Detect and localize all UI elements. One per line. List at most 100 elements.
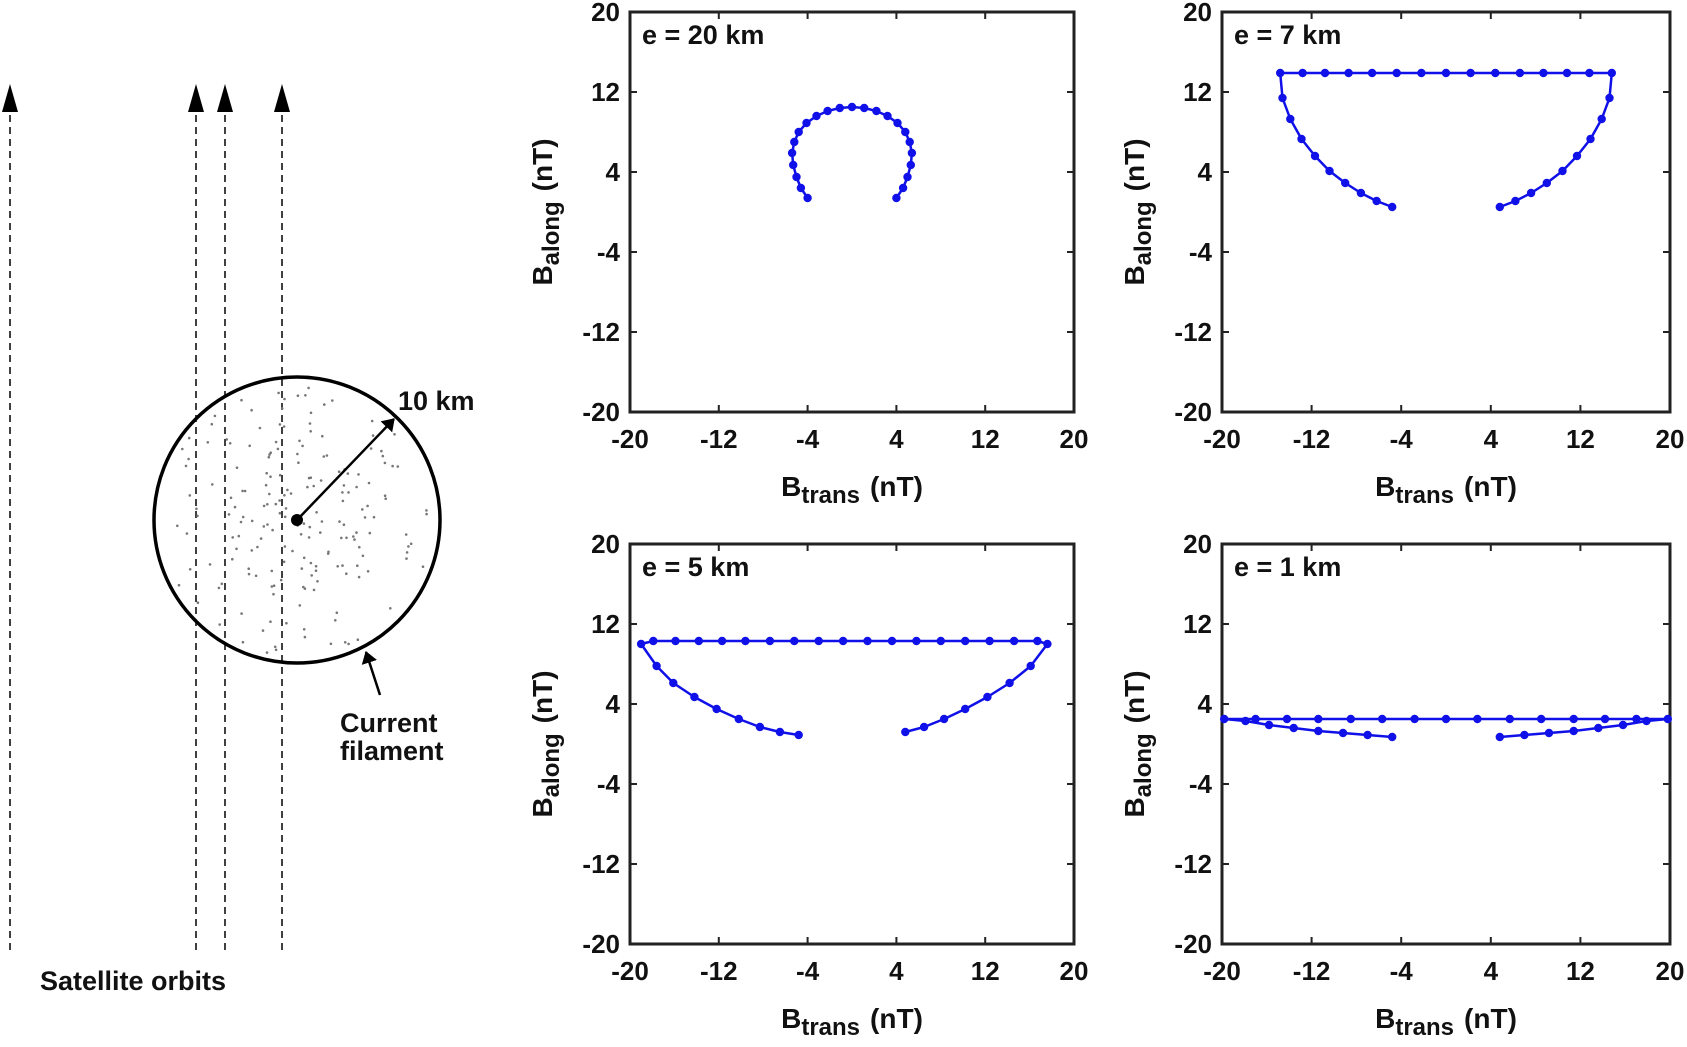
data-point	[1005, 678, 1014, 688]
filament-dot	[425, 512, 428, 516]
data-point	[814, 636, 823, 646]
radius-label: 10 km	[398, 386, 475, 416]
filament-dot	[372, 515, 376, 519]
y-tick-label: -12	[1174, 849, 1212, 879]
data-point	[961, 636, 970, 646]
filament-dot	[261, 629, 265, 632]
filament-dot	[298, 439, 301, 443]
filament-dot	[312, 588, 316, 592]
filament-dot	[247, 567, 250, 570]
filament-dot	[283, 494, 286, 497]
filament-dot	[283, 397, 286, 401]
data-point	[1251, 714, 1260, 724]
data-point	[1526, 188, 1536, 198]
x-tick-label: 12	[971, 956, 1000, 986]
x-tick-label: -20	[1203, 424, 1241, 454]
data-point	[1289, 723, 1298, 733]
filament-dot	[319, 479, 323, 482]
data-point	[1378, 714, 1387, 724]
filament-label-line2: filament	[340, 736, 444, 766]
filament-dot	[335, 611, 339, 614]
filament-dot	[196, 601, 200, 604]
filament-dot	[176, 524, 179, 528]
filament-dot	[220, 582, 224, 586]
data-point	[1558, 166, 1567, 176]
data-point	[1410, 714, 1419, 724]
filament-dot	[213, 414, 217, 418]
data-point	[985, 636, 994, 646]
filament-dot	[248, 444, 251, 448]
filament-dot	[347, 491, 350, 494]
filament-dot	[265, 471, 269, 475]
filament-dot	[273, 645, 277, 649]
data-point	[1544, 728, 1554, 738]
filament-dot	[235, 466, 239, 470]
data-point	[1562, 68, 1572, 78]
data-point	[649, 636, 658, 646]
data-point	[765, 636, 775, 646]
filament-dot	[298, 604, 302, 607]
x-tick-label: -12	[700, 956, 738, 986]
x-tick-label: 20	[1656, 956, 1685, 986]
filament-dot	[250, 549, 254, 552]
filament-dot	[303, 587, 307, 590]
filament-dot	[282, 560, 286, 564]
data-point	[812, 111, 821, 121]
filament-dot	[195, 507, 198, 511]
data-point	[983, 692, 992, 702]
data-point	[961, 704, 970, 714]
filament-dot	[277, 391, 280, 395]
filament-dot	[184, 464, 188, 468]
filament-dot	[309, 561, 313, 565]
plot-frame	[628, 10, 1076, 414]
series-line	[639, 639, 1049, 737]
x-tick-label: -20	[611, 424, 649, 454]
filament-dot	[259, 537, 263, 540]
chart-panel: -20 -12 -4 4 12 20 -20 -12 -4 4 12 20 Btrans (nT) Balo…	[1119, 529, 1684, 1041]
filament-dot	[341, 499, 345, 503]
chart-panel: -20 -12 -4 4 12 20 -20 -12 -4 4 12 20 Btrans (nT) Balo…	[527, 529, 1088, 1041]
data-point	[898, 183, 908, 193]
filament-dot	[309, 476, 313, 480]
chart-panel: -20 -12 -4 4 12 20 -20 -12 -4 4 12 20 Btrans (nT) Balo…	[1119, 0, 1684, 509]
filament-dot	[331, 399, 334, 402]
filament-dot	[300, 567, 304, 570]
filament-dot	[381, 454, 385, 458]
filament-dot	[284, 507, 288, 510]
y-tick-label: 4	[606, 689, 621, 719]
filament-dot	[231, 557, 234, 561]
filament-dot	[296, 394, 300, 398]
filament-dot	[278, 511, 282, 515]
data-point	[1605, 93, 1614, 103]
data-point	[803, 193, 812, 203]
filament-diagram: 10 km Current filament Satellite orbits	[2, 84, 475, 996]
filament-dot	[208, 563, 212, 566]
filament-dot	[405, 557, 408, 560]
data-point	[1264, 720, 1274, 730]
filament-dot	[312, 484, 316, 488]
filament-dot	[274, 440, 278, 444]
x-tick-label: 4	[1484, 424, 1499, 454]
data-point	[872, 106, 881, 116]
y-tick-label: -4	[1189, 769, 1213, 799]
data-point	[1314, 714, 1323, 724]
data-point	[1310, 151, 1320, 161]
filament-dot	[282, 425, 286, 428]
filament-dot	[309, 430, 313, 433]
panel-title: e = 20 km	[642, 20, 764, 50]
filament-dot	[371, 434, 375, 437]
orbit-arrowhead-icon	[274, 84, 290, 112]
data-point	[1505, 714, 1515, 724]
filament-dot	[299, 533, 303, 536]
y-tick-label: -20	[582, 929, 620, 959]
filament-dot	[258, 426, 262, 430]
data-point	[901, 727, 910, 737]
filament-dot	[307, 386, 310, 390]
filament-dot	[323, 403, 326, 406]
filament-dot	[265, 651, 269, 654]
filament-dot	[393, 433, 396, 436]
filament-dot	[325, 454, 329, 457]
x-tick-label: 20	[1060, 424, 1089, 454]
data-point	[892, 193, 901, 203]
data-point	[1569, 714, 1578, 724]
